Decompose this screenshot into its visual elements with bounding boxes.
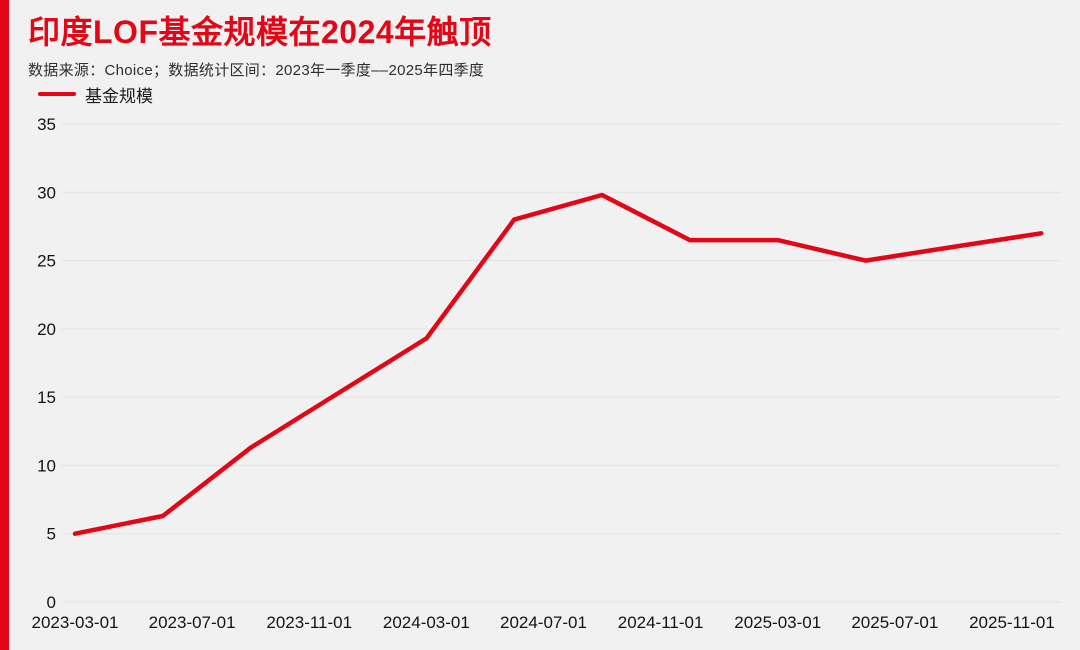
chart-header: 印度LOF基金规模在2024年触顶 数据来源：Choice；数据统计区间：202… (28, 12, 492, 80)
fund-size-line (72, 192, 1044, 536)
left-accent-bar (0, 0, 9, 650)
legend-line-swatch (38, 92, 76, 96)
x-axis-tick-label: 2025-11-01 (969, 613, 1055, 632)
data-source-note: 数据来源：Choice；数据统计区间：2023年一季度––2025年四季度 (28, 62, 485, 79)
page-title: 印度LOF基金规模在2024年触顶 (28, 14, 492, 50)
x-axis-tick-label: 2023-07-01 (149, 613, 236, 632)
x-axis-tick-label: 2023-11-01 (266, 613, 352, 632)
y-axis-tick-label: 15 (37, 388, 56, 407)
x-axis-tick-label: 2024-07-01 (500, 613, 587, 632)
y-axis-tick-label: 5 (47, 525, 56, 544)
y-axis-tick-label: 25 (37, 252, 56, 271)
x-axis-tick-label: 2023-03-01 (32, 613, 119, 632)
y-axis-tick-label: 10 (37, 456, 56, 475)
x-axis-tick-label: 2025-07-01 (851, 613, 938, 632)
y-axis-tick-label: 0 (47, 593, 56, 612)
y-axis-tick-label: 35 (37, 115, 56, 134)
y-axis-tick-label: 20 (37, 320, 56, 339)
x-axis-tick-label: 2025-03-01 (734, 613, 821, 632)
x-axis-tick-label: 2024-11-01 (618, 613, 704, 632)
y-axis-tick-label: 30 (37, 183, 56, 202)
x-axis-tick-label: 2024-03-01 (383, 613, 470, 632)
legend-series-label: 基金规模 (85, 86, 153, 106)
chart-legend: 基金规模 (38, 84, 153, 106)
